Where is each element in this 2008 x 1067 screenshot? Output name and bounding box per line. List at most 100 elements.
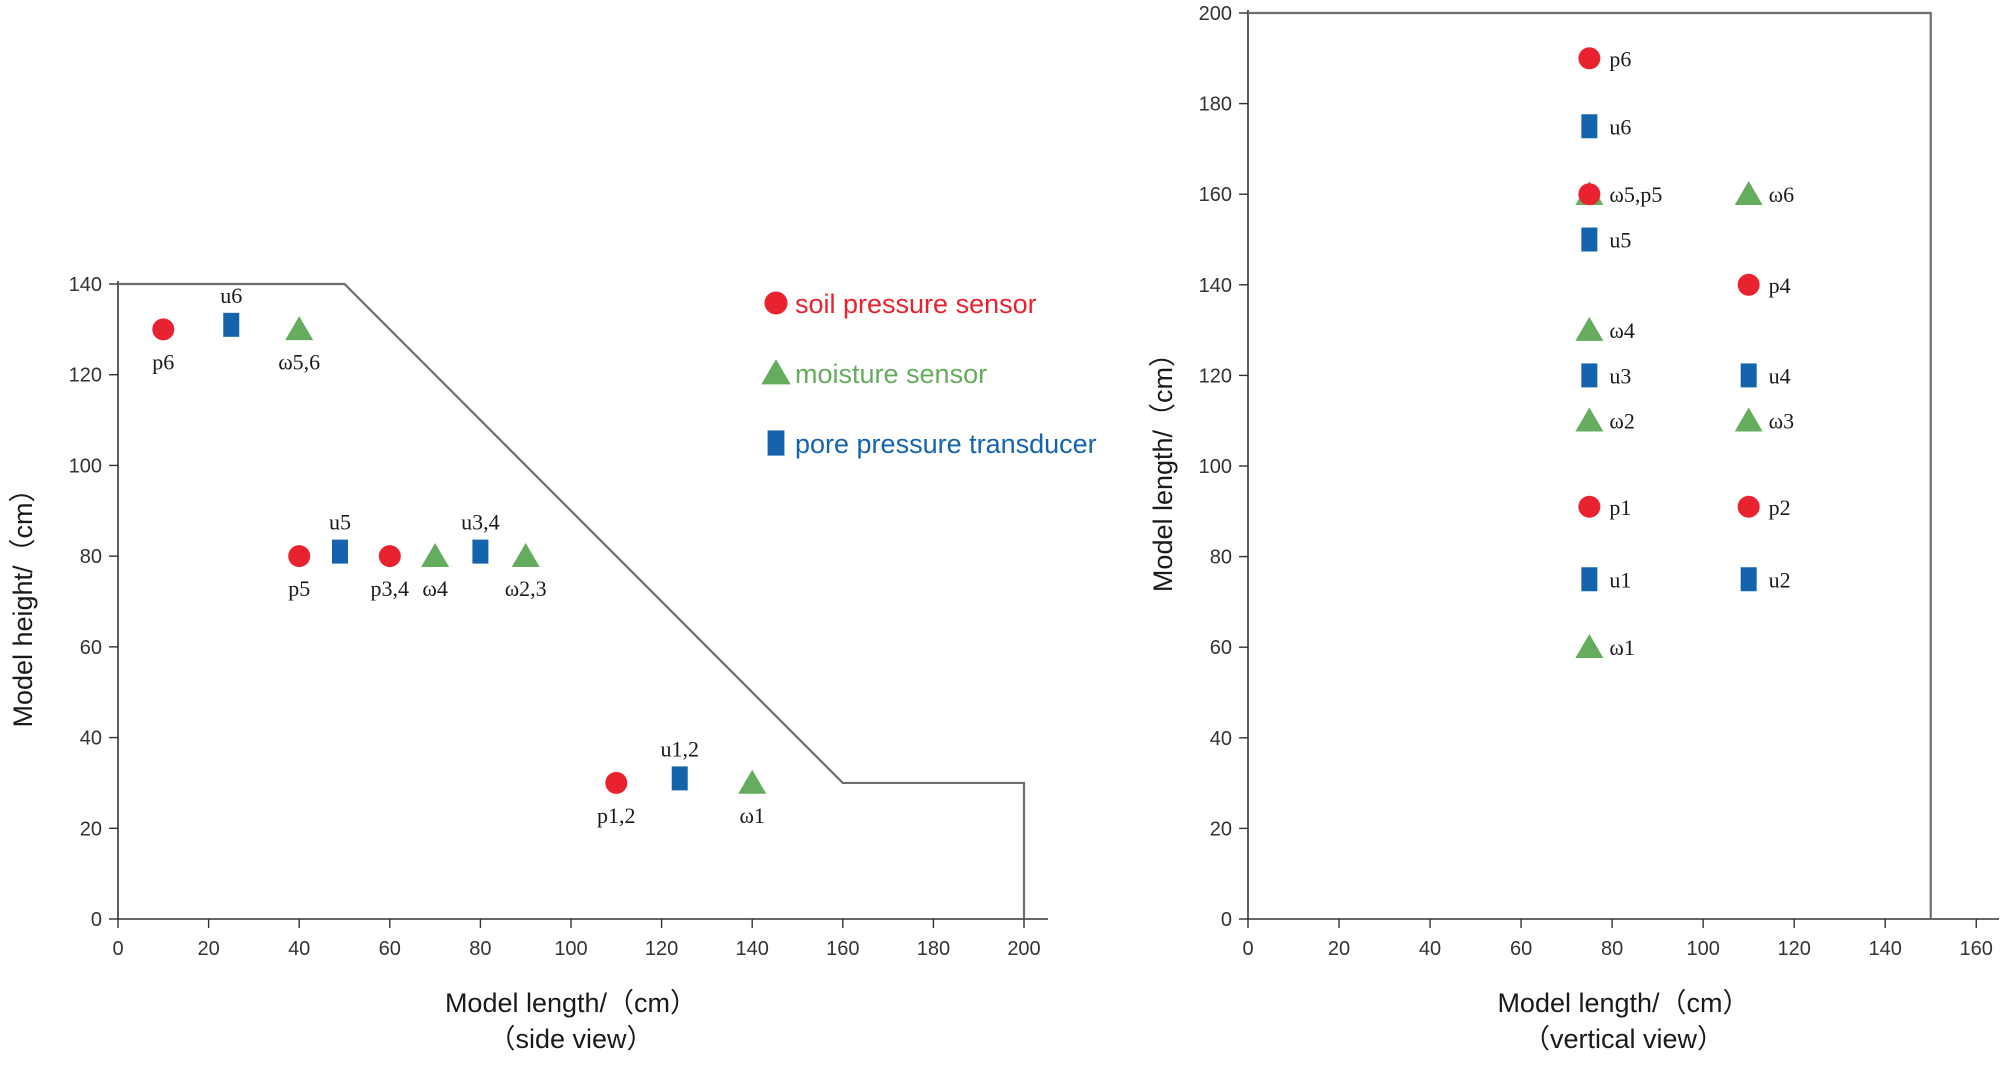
point-label: p2 — [1769, 495, 1791, 520]
y-axis-title: Model height/（cm） — [8, 475, 38, 727]
data-point-soil-pressure — [288, 545, 311, 568]
y-tick-label: 0 — [1221, 909, 1232, 931]
x-tick-label: 120 — [1777, 938, 1810, 960]
data-point-soil-pressure — [605, 771, 628, 794]
y-axis-title: Model length/（cm） — [1148, 340, 1178, 592]
data-point-moisture — [1734, 407, 1763, 432]
data-point-moisture — [1575, 316, 1604, 341]
point-label: u2 — [1769, 567, 1791, 592]
legend-label: moisture sensor — [795, 359, 987, 389]
data-point-pore-pressure — [472, 539, 489, 564]
point-label: u3,4 — [461, 510, 500, 535]
point-label: p6 — [152, 349, 174, 374]
y-tick-label: 20 — [1210, 818, 1232, 840]
y-tick-label: 180 — [1199, 94, 1232, 116]
y-tick-label: 80 — [1210, 547, 1232, 569]
data-point-soil-pressure — [1578, 47, 1601, 70]
data-point-moisture — [285, 316, 314, 341]
x-axis-title: Model length/（cm） — [1497, 988, 1749, 1018]
y-tick-label: 200 — [1199, 3, 1232, 25]
point-label: ω2 — [1609, 409, 1634, 434]
legend-marker-moisture — [761, 359, 791, 385]
data-point-moisture — [1575, 634, 1604, 658]
data-point-moisture — [1734, 181, 1763, 205]
data-point-soil-pressure — [378, 545, 401, 568]
point-label: ω6 — [1769, 182, 1794, 207]
point-label: u1,2 — [660, 736, 699, 761]
legend-marker-soil-pressure — [764, 291, 788, 315]
x-tick-label: 80 — [469, 938, 491, 960]
x-tick-label: 20 — [197, 938, 219, 960]
data-point-pore-pressure — [1581, 227, 1598, 252]
point-label: p1,2 — [597, 803, 636, 828]
x-tick-label: 120 — [645, 938, 678, 960]
x-tick-label: 80 — [1601, 938, 1623, 960]
point-label: ω2,3 — [505, 576, 547, 601]
data-point-pore-pressure — [1740, 363, 1757, 388]
data-point-pore-pressure — [1581, 114, 1598, 139]
point-label: u5 — [329, 510, 351, 535]
data-point-pore-pressure — [1581, 567, 1598, 592]
x-tick-label: 60 — [379, 938, 401, 960]
data-point-moisture — [1575, 407, 1604, 432]
data-point-pore-pressure — [1581, 363, 1598, 388]
x-tick-label: 60 — [1510, 938, 1532, 960]
x-tick-label: 160 — [1960, 938, 1993, 960]
data-point-soil-pressure — [1578, 183, 1601, 206]
legend-marker-pore-pressure — [767, 430, 785, 456]
y-tick-label: 140 — [1199, 275, 1232, 297]
y-tick-label: 40 — [1210, 728, 1232, 750]
data-point-soil-pressure — [1578, 495, 1601, 518]
y-tick-label: 160 — [1199, 184, 1232, 206]
point-label: p3,4 — [371, 576, 410, 601]
data-point-soil-pressure — [152, 318, 175, 341]
y-tick-label: 60 — [1210, 637, 1232, 659]
point-label: u6 — [1609, 114, 1631, 139]
y-tick-label: 100 — [1199, 456, 1232, 478]
legend-label: pore pressure transducer — [795, 429, 1097, 459]
x-tick-label: 100 — [1686, 938, 1719, 960]
legend-label: soil pressure sensor — [795, 289, 1037, 319]
x-tick-label: 200 — [1007, 938, 1040, 960]
y-tick-label: 120 — [1199, 365, 1232, 387]
point-label: u6 — [220, 283, 242, 308]
point-label: u1 — [1609, 567, 1631, 592]
slope-profile-line — [118, 282, 1026, 919]
x-tick-label: 160 — [826, 938, 859, 960]
x-tick-label: 140 — [1869, 938, 1902, 960]
y-tick-label: 60 — [80, 637, 102, 659]
x-tick-label: 140 — [736, 938, 769, 960]
point-label: ω5,6 — [278, 349, 320, 374]
x-axis-title: Model length/（cm） — [445, 988, 697, 1018]
point-label: p1 — [1609, 495, 1631, 520]
data-point-soil-pressure — [1737, 495, 1760, 518]
x-tick-label: 40 — [288, 938, 310, 960]
data-point-pore-pressure — [331, 539, 348, 564]
y-tick-label: 140 — [69, 274, 102, 296]
vertical-view-chart: 0 20 40 60 80 100 120 140 160 0 20 40 60 80 100 120 140 1… — [1148, 3, 1999, 1054]
y-tick-label: 40 — [80, 728, 102, 750]
x-tick-label: 100 — [554, 938, 587, 960]
x-axis-subtitle: （vertical view） — [1523, 1024, 1724, 1054]
chart-legend: soil pressure sensor moisture sensor pore … — [761, 289, 1097, 459]
y-tick-label: 100 — [69, 455, 102, 477]
point-label: p5 — [288, 576, 310, 601]
point-label: p4 — [1769, 273, 1791, 298]
point-label: ω3 — [1769, 409, 1794, 434]
point-label: u5 — [1609, 228, 1631, 253]
point-label: u3 — [1609, 363, 1631, 388]
data-point-soil-pressure — [1737, 273, 1760, 296]
x-axis-subtitle: （side view） — [488, 1024, 653, 1054]
data-point-moisture — [511, 542, 540, 567]
data-point-moisture — [421, 542, 450, 567]
y-tick-label: 80 — [80, 546, 102, 568]
model-boundary-line — [1248, 11, 1932, 919]
y-tick-label: 20 — [80, 818, 102, 840]
point-label: u4 — [1769, 363, 1791, 388]
point-label: ω4 — [422, 576, 447, 601]
x-tick-label: 20 — [1328, 938, 1350, 960]
data-point-pore-pressure — [671, 766, 688, 791]
y-tick-label: 0 — [91, 909, 102, 931]
x-tick-label: 0 — [1242, 938, 1253, 960]
